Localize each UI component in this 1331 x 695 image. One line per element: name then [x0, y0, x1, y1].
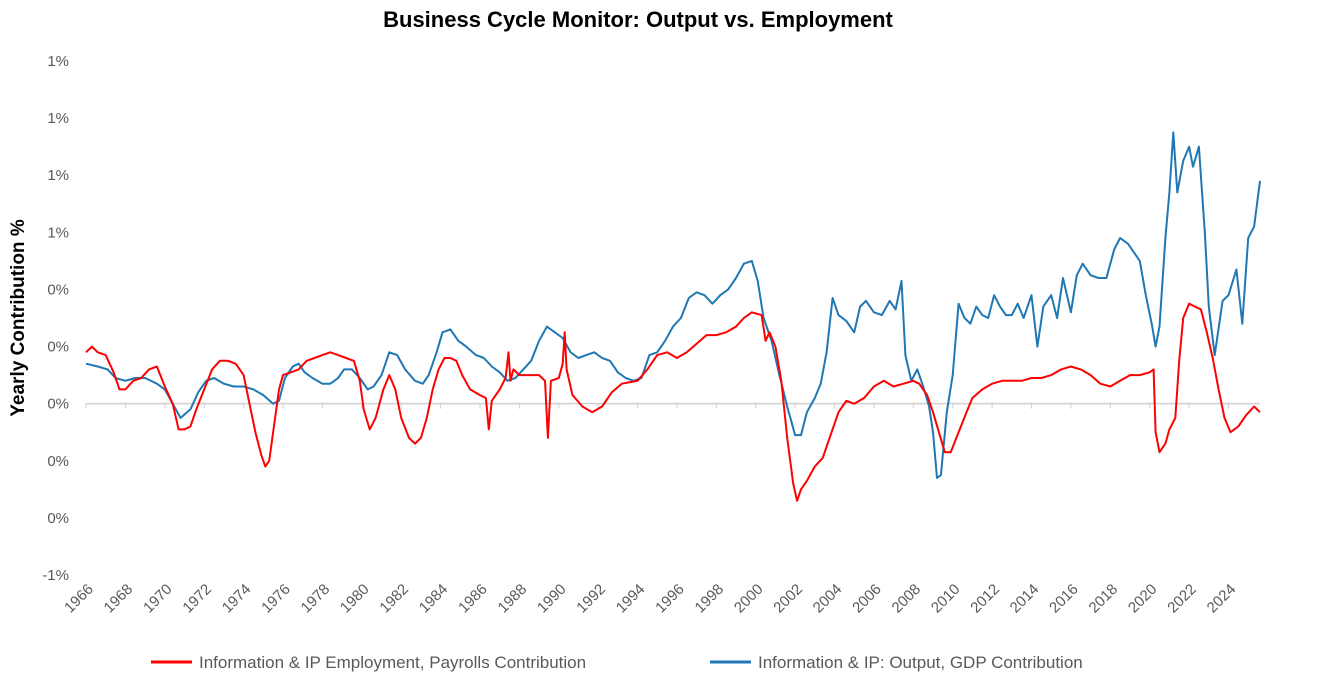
x-tick-label: 2002	[770, 581, 806, 617]
y-tick-label: 1%	[47, 110, 69, 127]
x-tick-label: 2000	[731, 581, 767, 617]
x-tick-label: 2016	[1046, 581, 1082, 617]
x-tick-label: 2004	[810, 581, 846, 617]
y-tick-label: 1%	[47, 224, 69, 241]
x-tick-label: 1984	[416, 581, 452, 617]
x-tick-label: 1980	[337, 581, 373, 617]
x-tick-label: 2018	[1086, 581, 1122, 617]
x-tick-label: 1994	[613, 581, 649, 617]
x-tick-label: 1970	[140, 581, 176, 617]
x-tick-label: 2012	[967, 581, 1003, 617]
x-tick-label: 1986	[455, 581, 491, 617]
y-tick-label: 1%	[47, 53, 69, 70]
y-tick-label: -1%	[42, 567, 69, 584]
y-tick-label: 0%	[47, 281, 69, 298]
x-tick-label: 1990	[534, 581, 570, 617]
x-tick-label: 2006	[849, 581, 885, 617]
x-tick-label: 1976	[258, 581, 294, 617]
legend: Information & IP Employment, Payrolls Co…	[151, 653, 1083, 672]
series-line-gdp	[85, 131, 1261, 479]
x-tick-label: 1974	[219, 581, 255, 617]
y-tick-label: 0%	[47, 510, 69, 527]
x-tick-label: 1998	[692, 581, 728, 617]
x-tick-label: 1992	[573, 581, 609, 617]
x-tick-label: 2020	[1125, 581, 1161, 617]
legend-label-gdp: Information & IP: Output, GDP Contributi…	[758, 653, 1083, 672]
x-tick-label: 1966	[61, 581, 97, 617]
y-tick-label: 0%	[47, 339, 69, 356]
y-tick-label: 0%	[47, 396, 69, 413]
x-tick-label: 2022	[1164, 581, 1200, 617]
x-tick-label: 1968	[101, 581, 137, 617]
series-line-payrolls	[85, 302, 1261, 502]
y-axis-ticks: 1% 1% 1% 1% 0% 0% 0% 0% 0% -1%	[42, 53, 69, 584]
series-group	[85, 131, 1261, 502]
chart-title: Business Cycle Monitor: Output vs. Emplo…	[383, 7, 893, 32]
x-axis-ticks: 1966 1968 1970 1972 1974 1976 1978 1980 1982 1984…	[61, 403, 1240, 617]
x-tick-label: 2024	[1204, 581, 1240, 617]
x-tick-label: 1996	[652, 581, 688, 617]
y-tick-label: 0%	[47, 453, 69, 470]
x-tick-label: 1972	[179, 581, 215, 617]
x-tick-label: 1978	[298, 581, 334, 617]
y-axis-label: Yearly Contribution %	[8, 219, 29, 417]
x-tick-label: 1982	[376, 581, 412, 617]
y-tick-label: 1%	[47, 167, 69, 184]
x-tick-label: 2010	[928, 581, 964, 617]
x-tick-label: 1988	[495, 581, 531, 617]
x-tick-label: 2008	[889, 581, 925, 617]
x-tick-label: 2014	[1007, 581, 1043, 617]
legend-label-payrolls: Information & IP Employment, Payrolls Co…	[199, 653, 586, 672]
